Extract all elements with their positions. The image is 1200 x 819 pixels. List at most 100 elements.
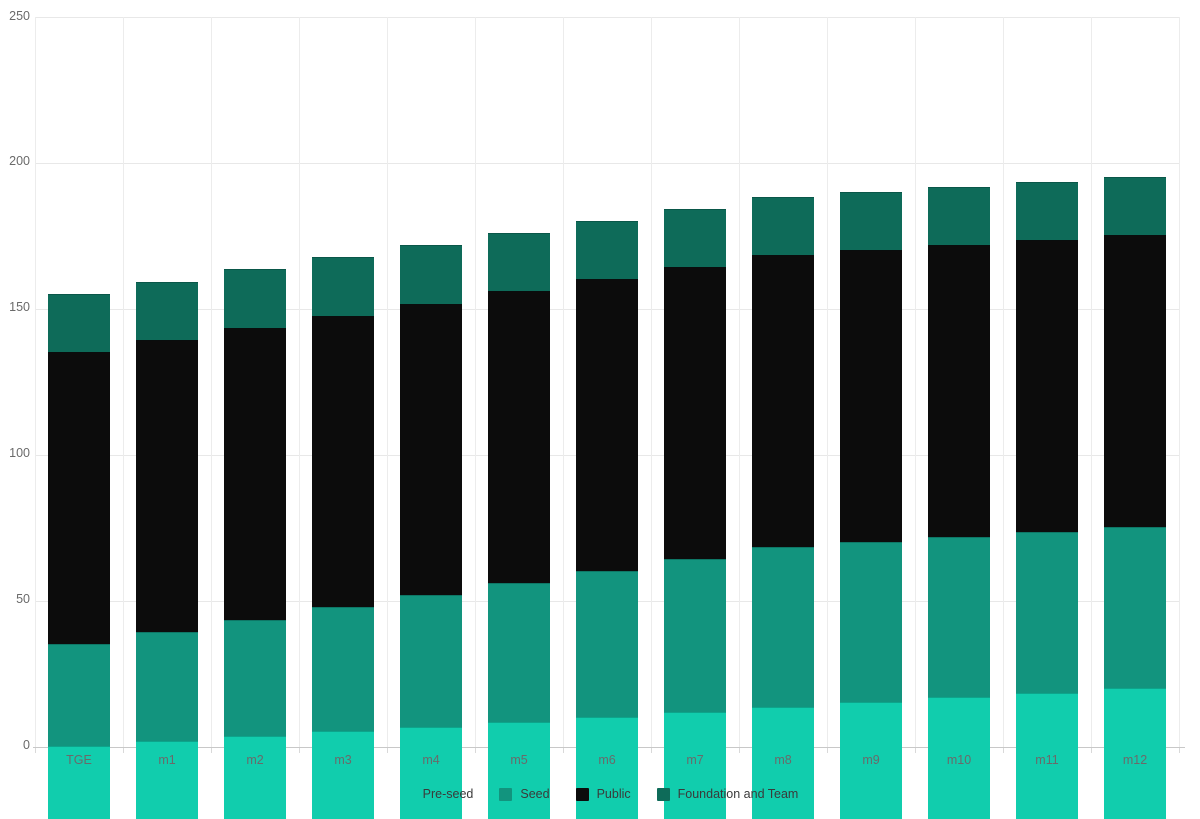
bar-m1-segment-public[interactable] <box>136 339 198 632</box>
bar-m9-segment-seed[interactable] <box>840 541 902 703</box>
bar-TGE-segment-foundation-and-team[interactable] <box>48 293 110 353</box>
bar-m12-segment-public[interactable] <box>1104 235 1166 528</box>
x-tick-mark-1 <box>123 746 124 753</box>
x-tick-mark-5 <box>475 746 476 753</box>
bar-m10-segment-public[interactable] <box>928 245 990 537</box>
bar-m5-segment-seed[interactable] <box>488 583 550 722</box>
bar-m10-segment-foundation-and-team[interactable] <box>928 186 990 246</box>
bar-m12-segment-foundation-and-team[interactable] <box>1104 177 1166 236</box>
bar-m4-segment-seed[interactable] <box>400 595 462 727</box>
bar-m7-segment-pre-seed[interactable] <box>664 712 726 819</box>
bar-m4-segment-foundation-and-team[interactable] <box>400 245 462 304</box>
bar-m8-segment-seed[interactable] <box>752 546 814 708</box>
bar-m1 <box>136 281 198 819</box>
bar-m6-segment-pre-seed[interactable] <box>576 716 638 819</box>
y-tick-label-200: 200 <box>9 154 30 169</box>
y-tick-label-0: 0 <box>23 738 30 752</box>
bar-m12-segment-seed[interactable] <box>1104 527 1166 688</box>
legend-item-seed[interactable]: Seed <box>499 787 550 801</box>
bar-m12-segment-pre-seed[interactable] <box>1104 687 1166 819</box>
bar-m5-segment-public[interactable] <box>488 291 550 584</box>
legend-item-pre-seed[interactable]: Pre-seed <box>401 787 474 801</box>
bar-m6-segment-foundation-and-team[interactable] <box>576 220 638 280</box>
bar-m11-segment-seed[interactable] <box>1016 532 1078 693</box>
bar-TGE-segment-pre-seed[interactable] <box>48 746 110 819</box>
legend-item-foundation-and-team[interactable]: Foundation and Team <box>656 787 799 801</box>
bar-m6-segment-seed[interactable] <box>576 570 638 717</box>
gridline-v-1 <box>123 17 124 747</box>
x-tick-label-m2: m2 <box>246 752 264 767</box>
bar-m4-segment-public[interactable] <box>400 303 462 596</box>
legend-label: Foundation and Team <box>677 787 799 801</box>
x-tick-mark-12 <box>1091 746 1092 753</box>
x-tick-label-m6: m6 <box>598 752 616 767</box>
bar-m11-segment-pre-seed[interactable] <box>1016 692 1078 819</box>
x-tick-mark-13 <box>1179 746 1180 753</box>
bar-m2-segment-seed[interactable] <box>224 619 286 737</box>
legend: Pre-seed Seed Public Foundation and Team <box>0 787 1200 801</box>
bar-m11-segment-public[interactable] <box>1016 240 1078 533</box>
bar-m5-segment-pre-seed[interactable] <box>488 721 550 819</box>
bar-m2-segment-public[interactable] <box>224 327 286 620</box>
gridline-v-13 <box>1179 17 1180 747</box>
gridline-v-12 <box>1091 17 1092 747</box>
gridline-h-250 <box>35 17 1179 18</box>
y-tick-label-100: 100 <box>9 446 30 461</box>
x-tick-label-m8: m8 <box>774 752 792 767</box>
bar-m7-segment-foundation-and-team[interactable] <box>664 208 726 268</box>
legend-label: Seed <box>520 787 550 801</box>
bar-m1-segment-foundation-and-team[interactable] <box>136 281 198 340</box>
bar-m9-segment-pre-seed[interactable] <box>840 702 902 819</box>
bar-m9-segment-public[interactable] <box>840 250 902 542</box>
x-tick-mark-8 <box>739 746 740 753</box>
bar-m6 <box>576 220 638 819</box>
x-tick-label-TGE: TGE <box>66 752 92 767</box>
bar-m2-segment-pre-seed[interactable] <box>224 736 286 819</box>
bar-m2-segment-foundation-and-team[interactable] <box>224 269 286 328</box>
legend-label: Public <box>596 787 631 801</box>
bar-m8-segment-public[interactable] <box>752 254 814 547</box>
legend-item-public[interactable]: Public <box>575 787 631 801</box>
bar-m7-segment-public[interactable] <box>664 267 726 559</box>
bar-m8-segment-foundation-and-team[interactable] <box>752 196 814 255</box>
bar-m10-segment-seed[interactable] <box>928 536 990 698</box>
bar-m4 <box>400 245 462 819</box>
gridline-v-10 <box>915 17 916 747</box>
x-tick-label-m12: m12 <box>1122 752 1148 767</box>
x-tick-label-m3: m3 <box>334 752 352 767</box>
bar-m1-segment-pre-seed[interactable] <box>136 741 198 819</box>
bar-TGE-segment-public[interactable] <box>48 352 110 644</box>
bar-m9-segment-foundation-and-team[interactable] <box>840 191 902 250</box>
bar-m4-segment-pre-seed[interactable] <box>400 726 462 819</box>
bar-m11-segment-foundation-and-team[interactable] <box>1016 181 1078 241</box>
bar-m2 <box>224 269 286 819</box>
bar-m6-segment-public[interactable] <box>576 279 638 571</box>
x-tick-label-m5: m5 <box>510 752 528 767</box>
y-tick-label-50: 50 <box>16 592 30 607</box>
bar-m3-segment-pre-seed[interactable] <box>312 731 374 819</box>
x-tick-mark-2 <box>211 746 212 753</box>
bar-m5-segment-foundation-and-team[interactable] <box>488 233 550 292</box>
bar-m3-segment-foundation-and-team[interactable] <box>312 257 374 316</box>
gridline-v-9 <box>827 17 828 747</box>
legend-swatch-icon <box>656 787 670 801</box>
x-tick-label-m9: m9 <box>862 752 880 767</box>
bar-m12 <box>1104 177 1166 819</box>
bar-TGE <box>48 293 110 819</box>
x-tick-mark-9 <box>827 746 828 753</box>
bar-TGE-segment-seed[interactable] <box>48 643 110 747</box>
bar-m3 <box>312 257 374 819</box>
bar-m5 <box>488 233 550 819</box>
legend-label: Pre-seed <box>422 787 474 801</box>
bar-m10-segment-pre-seed[interactable] <box>928 697 990 819</box>
bar-m7-segment-seed[interactable] <box>664 558 726 712</box>
bar-m3-segment-seed[interactable] <box>312 607 374 732</box>
bar-m3-segment-public[interactable] <box>312 315 374 608</box>
gridline-v-6 <box>563 17 564 747</box>
bar-m11 <box>1016 181 1078 819</box>
bar-m8-segment-pre-seed[interactable] <box>752 707 814 819</box>
gridline-v-5 <box>475 17 476 747</box>
bar-m1-segment-seed[interactable] <box>136 631 198 742</box>
gridline-v-11 <box>1003 17 1004 747</box>
